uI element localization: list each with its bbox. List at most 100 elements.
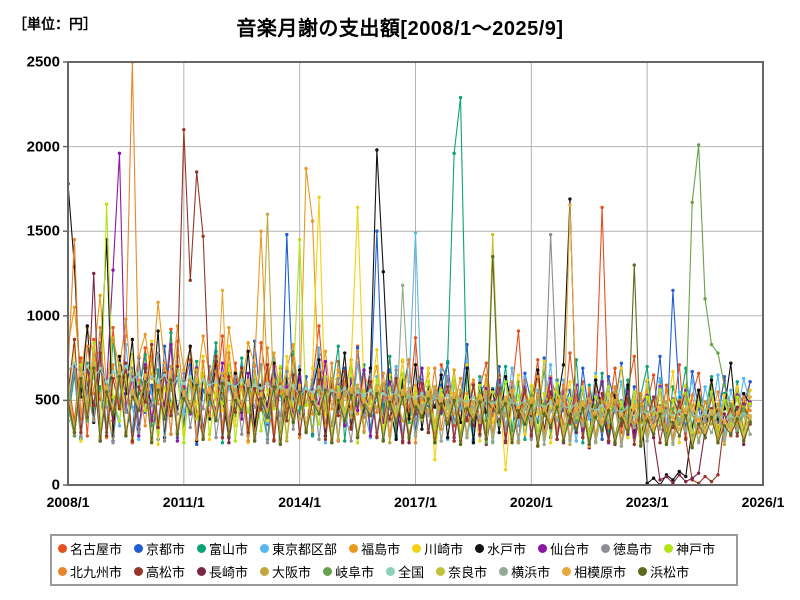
legend-marker-icon — [58, 567, 67, 576]
series-point — [310, 390, 315, 394]
series-point — [433, 405, 437, 409]
series-point — [548, 441, 553, 445]
series-point — [600, 420, 604, 425]
series-point — [291, 420, 295, 425]
series-point — [317, 437, 321, 442]
series-point — [458, 376, 463, 381]
series-point — [137, 437, 141, 442]
series-point — [684, 479, 688, 484]
series-point — [79, 376, 83, 381]
series-point — [407, 420, 411, 425]
series-point — [722, 419, 727, 423]
series-point — [227, 325, 231, 330]
series-point — [452, 398, 456, 403]
series-point — [516, 441, 521, 445]
series-point — [709, 408, 714, 413]
series-point — [606, 425, 611, 430]
series-point — [252, 364, 257, 369]
series-point — [149, 383, 154, 387]
series-point — [497, 422, 501, 426]
legend-marker-icon — [197, 567, 207, 576]
series-point — [671, 478, 675, 482]
series-point — [381, 439, 386, 443]
series-point — [696, 388, 701, 392]
legend-item: 岐阜市 — [323, 562, 374, 581]
series-point — [388, 441, 392, 445]
series-point — [465, 402, 469, 406]
series-point — [632, 385, 636, 389]
series-point — [671, 442, 675, 447]
series-point — [639, 402, 643, 406]
series-point — [703, 400, 707, 404]
series-point — [310, 397, 315, 401]
legend-row: 名古屋市 京都市 富山市 東京都区部 福島市 川崎市 水戸市 仙台市 徳島市 神戸市 — [58, 537, 730, 560]
series-point — [568, 397, 572, 401]
series-point — [368, 413, 373, 418]
series-point — [388, 380, 392, 384]
legend-item: 全国 — [386, 562, 424, 581]
series-point — [445, 393, 450, 398]
series-point — [613, 398, 617, 403]
series-point — [664, 383, 669, 387]
series-point — [471, 400, 476, 404]
series-point — [272, 407, 276, 411]
series-point — [285, 369, 289, 374]
series-point — [516, 405, 521, 409]
series-point — [169, 369, 173, 374]
series-point — [323, 437, 328, 442]
series-point — [484, 373, 488, 377]
series-point — [265, 415, 270, 420]
series-point — [175, 376, 180, 381]
series-point — [162, 366, 167, 370]
series-point — [722, 375, 727, 379]
series-point — [439, 397, 443, 401]
series-point — [317, 390, 321, 394]
series-point — [741, 402, 746, 406]
legend-marker-icon — [134, 567, 144, 576]
legend-item-label: 大阪市 — [272, 565, 312, 580]
series-point — [207, 386, 212, 391]
series-point — [684, 474, 688, 479]
series-point — [523, 388, 527, 392]
series-point — [458, 95, 463, 100]
series-point — [233, 391, 238, 396]
series-point — [323, 381, 328, 386]
series-point — [619, 361, 624, 365]
series-point — [458, 397, 463, 401]
series-point — [529, 385, 534, 389]
series-point — [104, 385, 109, 389]
series-point — [716, 390, 720, 394]
series-point — [478, 415, 482, 420]
series-point — [716, 351, 720, 355]
series-point — [613, 441, 617, 445]
series-point — [503, 422, 508, 426]
series-point — [317, 378, 321, 382]
series-point — [92, 403, 96, 408]
series-point — [220, 381, 225, 386]
series-point — [252, 386, 257, 391]
series-point — [471, 383, 476, 387]
series-point — [458, 388, 463, 392]
series-point — [548, 408, 553, 413]
series-point — [503, 413, 508, 418]
series-point — [548, 419, 553, 423]
series-point — [503, 441, 508, 445]
series-point — [343, 369, 347, 374]
series-point — [555, 437, 559, 442]
series-point — [741, 442, 746, 447]
series-point — [336, 376, 340, 381]
series-point — [420, 397, 424, 401]
series-point — [690, 369, 694, 374]
series-point — [304, 166, 308, 171]
series-point — [478, 439, 482, 443]
series-point — [516, 329, 521, 333]
series-point — [368, 388, 373, 392]
series-point — [265, 419, 270, 423]
legend-item-label: 水戸市 — [487, 542, 527, 557]
series-point — [349, 361, 353, 365]
series-point — [690, 430, 694, 435]
series-point — [117, 407, 122, 411]
series-point — [741, 395, 746, 399]
series-point — [709, 342, 714, 347]
legend-marker-icon — [562, 567, 572, 576]
